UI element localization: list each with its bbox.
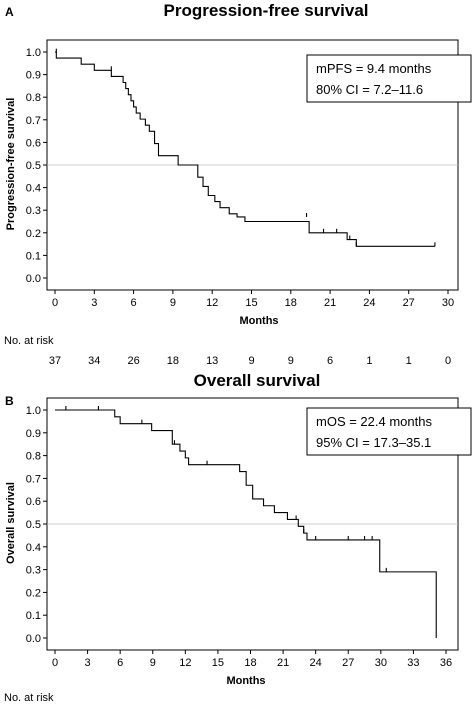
panel-a-risk-count: 37 [49, 355, 61, 367]
panel-b-x-tick-label: 21 [277, 657, 289, 669]
panel-a-letter: A [5, 5, 14, 19]
panel-a-risk-count: 34 [88, 355, 100, 367]
panel-b-xlabel: Months [226, 675, 265, 687]
panel-a-y-tick-label: 1.0 [26, 47, 41, 59]
panel-a-x-tick-label: 3 [91, 297, 97, 309]
panel-a-x-tick-label: 0 [52, 297, 58, 309]
panel-a-x-tick-label: 21 [324, 297, 336, 309]
panel-b-y-tick-label: 0.8 [26, 451, 41, 463]
panel-a-xlabel: Months [239, 315, 278, 327]
panel-b-x-tick-label: 3 [85, 657, 91, 669]
panel-b-y-tick-label: 0.3 [26, 565, 41, 577]
panel-a-ylabel: Progression-free survival [5, 98, 17, 231]
panel-b-x-tick-label: 24 [310, 657, 322, 669]
panel-a-plot-area: 0.00.10.20.30.40.50.60.70.80.91.00 3 6 9 12 1… [26, 39, 459, 367]
panel-a-y-tick-label: 0.2 [26, 228, 41, 240]
panel-a-y-tick-label: 0.5 [26, 160, 41, 172]
panel-b-y-tick-label: 0.1 [26, 610, 41, 622]
panel-b-x-tick-label: 6 [117, 657, 123, 669]
panel-a-risk-count: 1 [406, 355, 412, 367]
panel-a-survival-curve [55, 51, 435, 247]
panel-a-x-tick-label: 12 [206, 297, 218, 309]
panel-b-x-tick-label: 15 [212, 657, 224, 669]
panel-a-risk-count: 6 [327, 355, 333, 367]
panel-b-x-tick-label: 30 [375, 657, 387, 669]
panel-b-os: B Overall survival Overall survival Mont… [4, 371, 472, 704]
panel-b-y-tick-label: 0.7 [26, 473, 41, 485]
panel-a-pfs: A Progression-free survival Progression-… [4, 1, 472, 367]
panel-a-y-tick-label: 0.6 [26, 137, 41, 149]
panel-b-y-tick-label: 0.2 [26, 587, 41, 599]
panel-a-risk-count: 9 [288, 355, 294, 367]
panel-b-x-tick-label: 9 [150, 657, 156, 669]
panel-a-x-tick-label: 18 [285, 297, 297, 309]
panel-a-y-tick-label: 0.7 [26, 115, 41, 127]
panel-b-y-tick-label: 0.4 [26, 542, 41, 554]
panel-b-title: Overall survival [194, 371, 321, 390]
panel-a-y-tick-label: 0.0 [26, 273, 41, 285]
panel-b-letter: B [5, 394, 14, 408]
panel-b-y-tick-label: 0.9 [26, 428, 41, 440]
panel-a-risk-count: 18 [167, 355, 179, 367]
panel-a-y-tick-label: 0.1 [26, 250, 41, 262]
panel-a-x-tick-label: 30 [442, 297, 454, 309]
panel-b-stats-box: mOS = 22.4 months 95% CI = 17.3–35.1 [306, 407, 472, 456]
panel-a-risk-count: 9 [248, 355, 254, 367]
panel-b-y-tick-label: 0.5 [26, 519, 41, 531]
panel-a-stat-ci: 80% CI = 7.2–11.6 [316, 82, 423, 97]
panel-b-y-tick-label: 1.0 [26, 405, 41, 417]
panel-b-x-tick-label: 18 [244, 657, 256, 669]
panel-b-x-tick-label: 0 [52, 657, 58, 669]
panel-a-x-tick-label: 6 [131, 297, 137, 309]
panel-a-x-tick-label: 15 [245, 297, 257, 309]
panel-b-x-tick-label: 27 [342, 657, 354, 669]
panel-a-x-tick-label: 24 [363, 297, 375, 309]
panel-b-stat-ci: 95% CI = 17.3–35.1 [316, 435, 431, 450]
panel-a-risk-count: 0 [445, 355, 451, 367]
panel-b-plot-area: 0.00.10.20.30.40.50.60.70.80.91.00 3 6 9 12 1… [26, 397, 459, 669]
panel-b-x-tick-label: 12 [179, 657, 191, 669]
panel-b-x-tick-label: 33 [407, 657, 419, 669]
panel-b-x-tick-label: 36 [440, 657, 452, 669]
panel-a-stats-box: mPFS = 9.4 months 80% CI = 7.2–11.6 [306, 54, 472, 103]
panel-a-stat-median: mPFS = 9.4 months [316, 61, 432, 76]
panel-a-y-tick-label: 0.8 [26, 92, 41, 104]
panel-b-y-tick-label: 0.6 [26, 496, 41, 508]
panel-a-y-tick-label: 0.9 [26, 70, 41, 82]
panel-a-risk-count: 26 [127, 355, 139, 367]
panel-b-stats-border [306, 407, 472, 456]
panel-a-y-tick-label: 0.3 [26, 205, 41, 217]
panel-a-risk-count: 13 [206, 355, 218, 367]
panel-b-stat-median: mOS = 22.4 months [316, 414, 432, 429]
panel-a-x-tick-label: 27 [403, 297, 415, 309]
panel-b-y-tick-label: 0.0 [26, 633, 41, 645]
panel-a-y-tick-label: 0.4 [26, 183, 41, 195]
panel-b-risk-label: No. at risk [4, 692, 54, 704]
panel-a-stats-border [306, 54, 472, 103]
panel-a-risk-count: 1 [366, 355, 372, 367]
panel-a-title: Progression-free survival [163, 1, 368, 20]
panel-a-x-tick-label: 9 [170, 297, 176, 309]
panel-b-ylabel: Overall survival [5, 482, 17, 564]
panel-a-risk-label: No. at risk [4, 335, 54, 347]
